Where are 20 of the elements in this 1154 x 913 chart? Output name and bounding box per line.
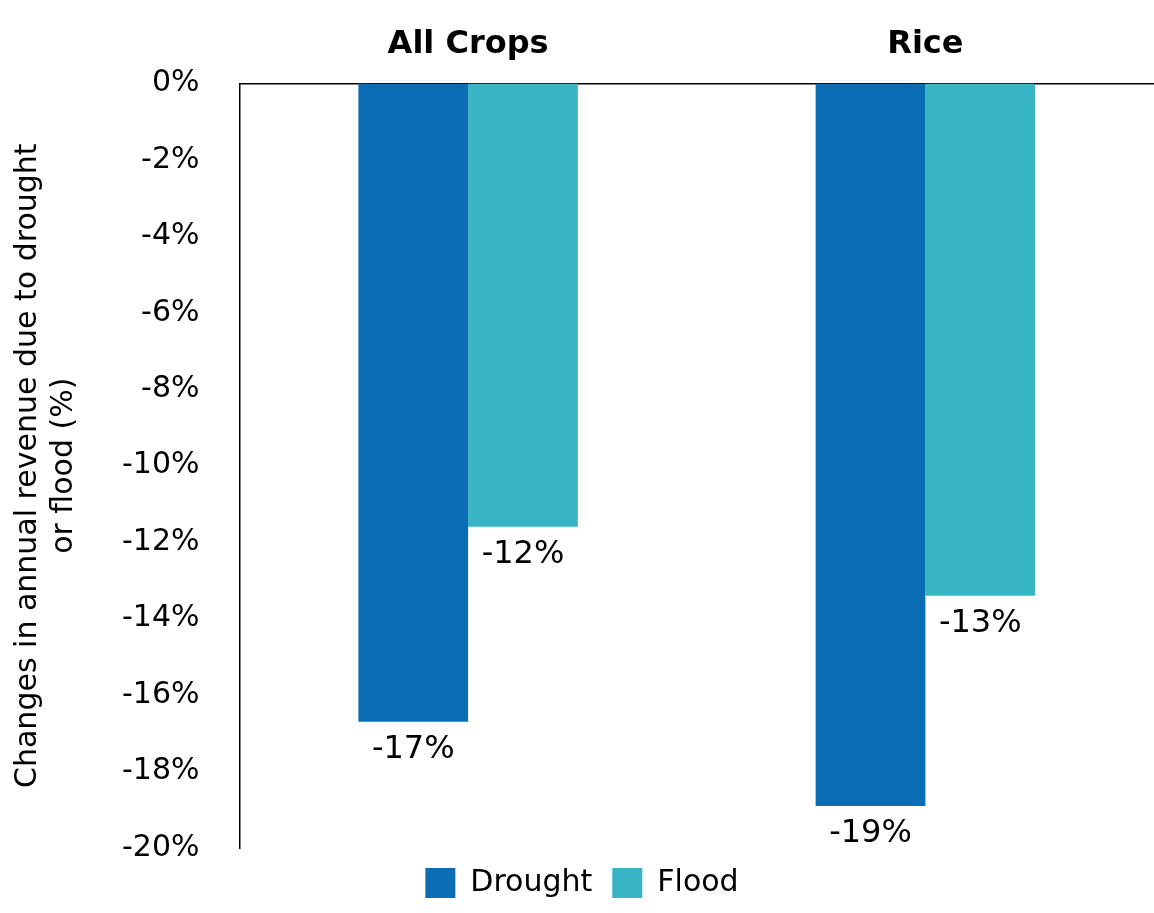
y-tick-label: -18%: [121, 751, 200, 787]
y-tick-label: 0%: [151, 63, 200, 99]
y-tick-label: -10%: [121, 445, 200, 481]
x-tick-label: All Crops: [387, 22, 549, 61]
legend-label: Drought: [470, 862, 593, 898]
x-tick-label: Rice: [887, 22, 964, 61]
y-tick-label: -6%: [141, 292, 200, 328]
data-label: -13%: [938, 601, 1022, 640]
y-axis-title: Changes in annual revenue due to drought or flood (%): [7, 143, 79, 788]
y-tick-label: -16%: [121, 674, 200, 710]
y-tick-label: -2%: [141, 139, 200, 175]
y-tick-label: -4%: [141, 216, 200, 252]
y-tick-label: -12%: [121, 521, 200, 557]
y-tick-label: -8%: [141, 369, 200, 405]
data-label: -19%: [829, 812, 912, 851]
data-label: -12%: [481, 533, 565, 572]
legend-label: Flood: [657, 862, 739, 898]
y-tick-label: -20%: [121, 827, 200, 863]
data-label: -17%: [371, 728, 455, 767]
y-tick-label: -14%: [121, 598, 200, 634]
